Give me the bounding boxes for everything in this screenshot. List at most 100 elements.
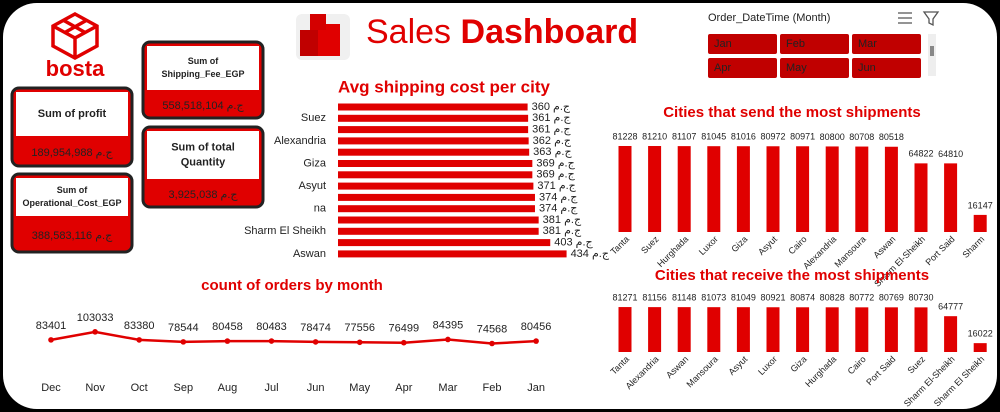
category-label: Sharm El Sheikh — [244, 225, 326, 237]
bar — [338, 103, 528, 111]
value-label: 83380 — [124, 320, 155, 332]
bar — [914, 307, 928, 352]
logo-icon — [51, 12, 99, 60]
bar — [707, 146, 721, 232]
value-label: 80458 — [212, 321, 243, 333]
value-label: 64777 — [938, 302, 963, 312]
point — [48, 337, 54, 343]
bar — [766, 307, 780, 352]
value-label: 78544 — [168, 322, 199, 334]
category-label: Oct — [131, 382, 148, 394]
slicer-scroll-thumb[interactable] — [930, 46, 934, 56]
kpi-label-area — [16, 92, 128, 136]
bar — [973, 343, 987, 352]
value-label: 80828 — [820, 293, 845, 303]
category-label: Jan — [527, 382, 545, 394]
slicer-label: Jun — [858, 62, 876, 74]
value-label: 80456 — [521, 321, 552, 333]
bar — [648, 146, 662, 232]
point — [92, 329, 98, 335]
value-label: 80483 — [256, 321, 287, 333]
category-label: Alexandria — [274, 135, 327, 147]
bar — [884, 146, 898, 232]
slicer-button[interactable] — [780, 34, 849, 54]
value-label: 371 ج.م — [537, 180, 576, 192]
header-icon — [296, 14, 350, 60]
category-label: Mar — [438, 382, 457, 394]
value-label: 16022 — [968, 329, 993, 339]
value-label: 83401 — [36, 320, 67, 332]
value-label: 80972 — [760, 132, 785, 142]
value-label: 16147 — [968, 200, 993, 210]
point — [401, 339, 407, 346]
point — [180, 339, 187, 345]
bar — [338, 114, 529, 122]
slicer-button[interactable] — [780, 58, 849, 78]
chart-title: Avg shipping cost per city — [338, 77, 550, 96]
value-label: 84395 — [433, 319, 464, 331]
category-label: Apr — [395, 382, 412, 394]
slicer-label: May — [786, 62, 807, 74]
value-label: 81107 — [672, 131, 696, 141]
category-label: Jul — [264, 382, 278, 394]
bar — [796, 146, 810, 232]
value-label: 81073 — [701, 293, 726, 303]
bar — [884, 307, 898, 352]
value-label: 403 ج.م — [554, 237, 593, 249]
slicer-button[interactable] — [852, 34, 921, 54]
bar — [338, 239, 551, 247]
logo-text: bosta — [46, 56, 105, 81]
line — [50, 330, 537, 345]
kpi-value: 558,518,104 ج.م — [162, 100, 244, 112]
value-label: 369 ج.م — [536, 157, 575, 169]
bar — [736, 146, 750, 232]
kpi-value: 388,583,116 ج.م — [32, 230, 113, 242]
kpi-label: Shipping_Fee_EGP — [161, 69, 244, 79]
slicer-icons — [898, 11, 940, 27]
category-label: Nov — [85, 382, 105, 394]
bar — [944, 316, 958, 352]
bar — [338, 250, 567, 258]
kpi-label: Sum of profit — [38, 108, 107, 120]
bar — [677, 307, 691, 352]
value-label: 381 ج.م — [543, 214, 582, 226]
value-label: 80971 — [790, 132, 815, 142]
category-label: Sep — [174, 382, 194, 394]
kpi-label-area — [16, 178, 128, 216]
value-label: 81271 — [612, 292, 637, 302]
category-label: Asyut — [298, 180, 326, 192]
slicer-button[interactable] — [708, 34, 777, 54]
value-label: 362 ج.م — [533, 135, 572, 147]
value-label: 81049 — [731, 293, 756, 303]
category-label: Giza — [303, 157, 327, 169]
value-label: 77556 — [344, 322, 375, 334]
title-regular: Sales — [366, 13, 451, 51]
category-label: Aswan — [293, 248, 326, 260]
bar — [825, 307, 839, 352]
slicer-label: Feb — [786, 38, 805, 50]
chart-title: count of orders by month — [201, 277, 383, 294]
bar — [338, 137, 529, 145]
bar — [338, 216, 539, 224]
value-label: 64822 — [908, 149, 933, 159]
bar — [618, 307, 632, 352]
value-label: 80800 — [820, 132, 845, 142]
bar — [338, 182, 534, 190]
slicer-label: Apr — [714, 62, 731, 74]
bar — [796, 307, 810, 352]
point — [312, 339, 319, 345]
value-label: 76499 — [389, 323, 420, 335]
slicer-button[interactable] — [708, 58, 777, 78]
category-label: May — [349, 382, 370, 394]
category-label: Jun — [307, 382, 325, 394]
category-label: na — [314, 203, 327, 215]
value-label: 81045 — [701, 132, 726, 142]
value-label: 80708 — [849, 132, 874, 142]
point — [445, 336, 451, 343]
category-label: Aug — [218, 382, 238, 394]
slicer-button[interactable] — [852, 58, 921, 78]
category-label: Suez — [301, 112, 326, 124]
category-label: Dec — [41, 382, 61, 394]
kpi-label: Sum of — [188, 56, 220, 66]
